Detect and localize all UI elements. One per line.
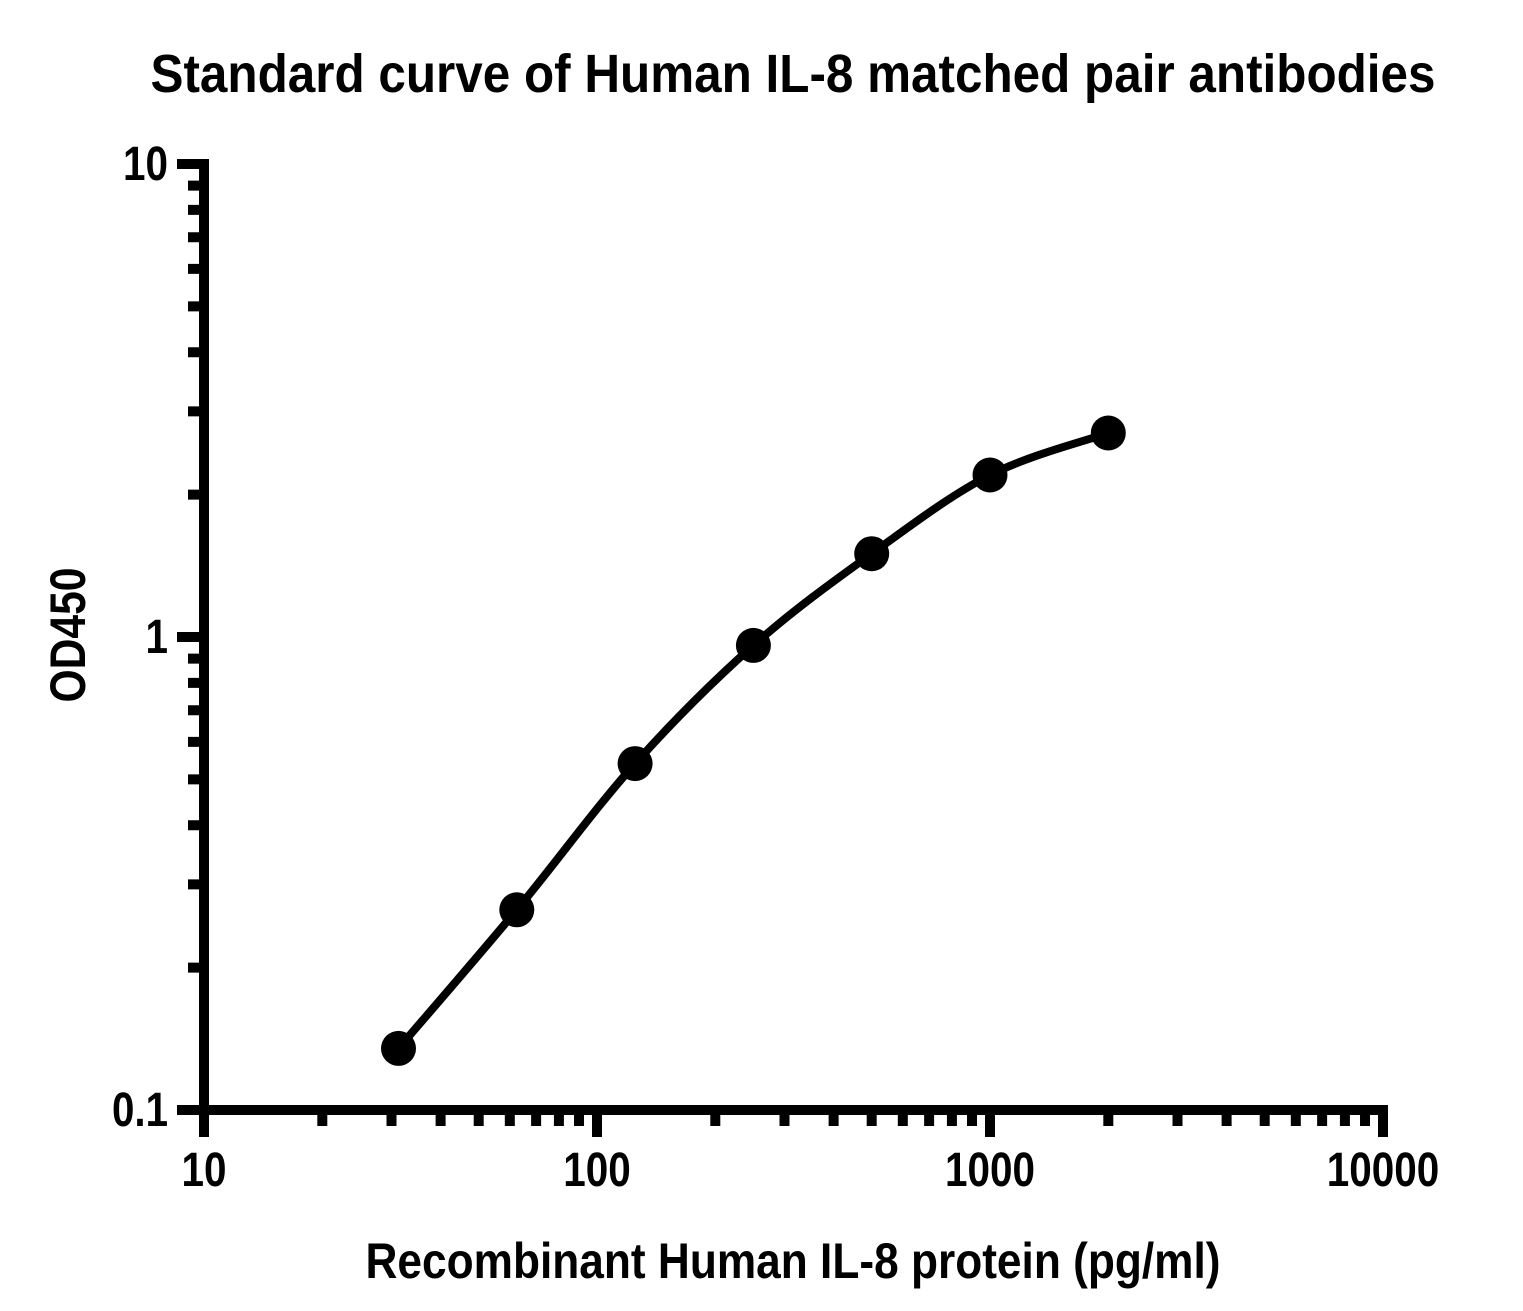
data-point — [381, 1030, 416, 1066]
x-axis-label: Recombinant Human IL-8 protein (pg/ml) — [366, 1233, 1221, 1289]
x-tick-label: 100 — [563, 1144, 631, 1197]
x-tick-label: 1000 — [945, 1144, 1035, 1197]
y-tick-label: 0.1 — [112, 1084, 168, 1137]
y-axis — [177, 159, 209, 1115]
x-tick-label: 10000 — [1327, 1144, 1440, 1197]
curve-path — [395, 429, 1110, 1051]
data-point — [617, 746, 653, 782]
data-point — [854, 536, 890, 572]
x-tick-labels: 10 100 1000 10000 — [182, 1144, 1440, 1197]
y-tick-label: 10 — [123, 138, 168, 191]
x-axis — [199, 1105, 1388, 1137]
data-point — [499, 892, 535, 928]
chart-title: Standard curve of Human IL-8 matched pai… — [151, 44, 1436, 104]
y-tick-label: 1 — [146, 611, 169, 664]
data-point — [972, 457, 1008, 493]
x-tick-label: 10 — [182, 1144, 227, 1197]
y-axis-label: OD450 — [40, 568, 96, 703]
data-points — [381, 415, 1126, 1066]
data-point — [1090, 415, 1126, 451]
y-tick-labels: 10 1 0.1 — [112, 138, 168, 1137]
data-point — [735, 627, 771, 663]
curve — [395, 429, 1110, 1051]
